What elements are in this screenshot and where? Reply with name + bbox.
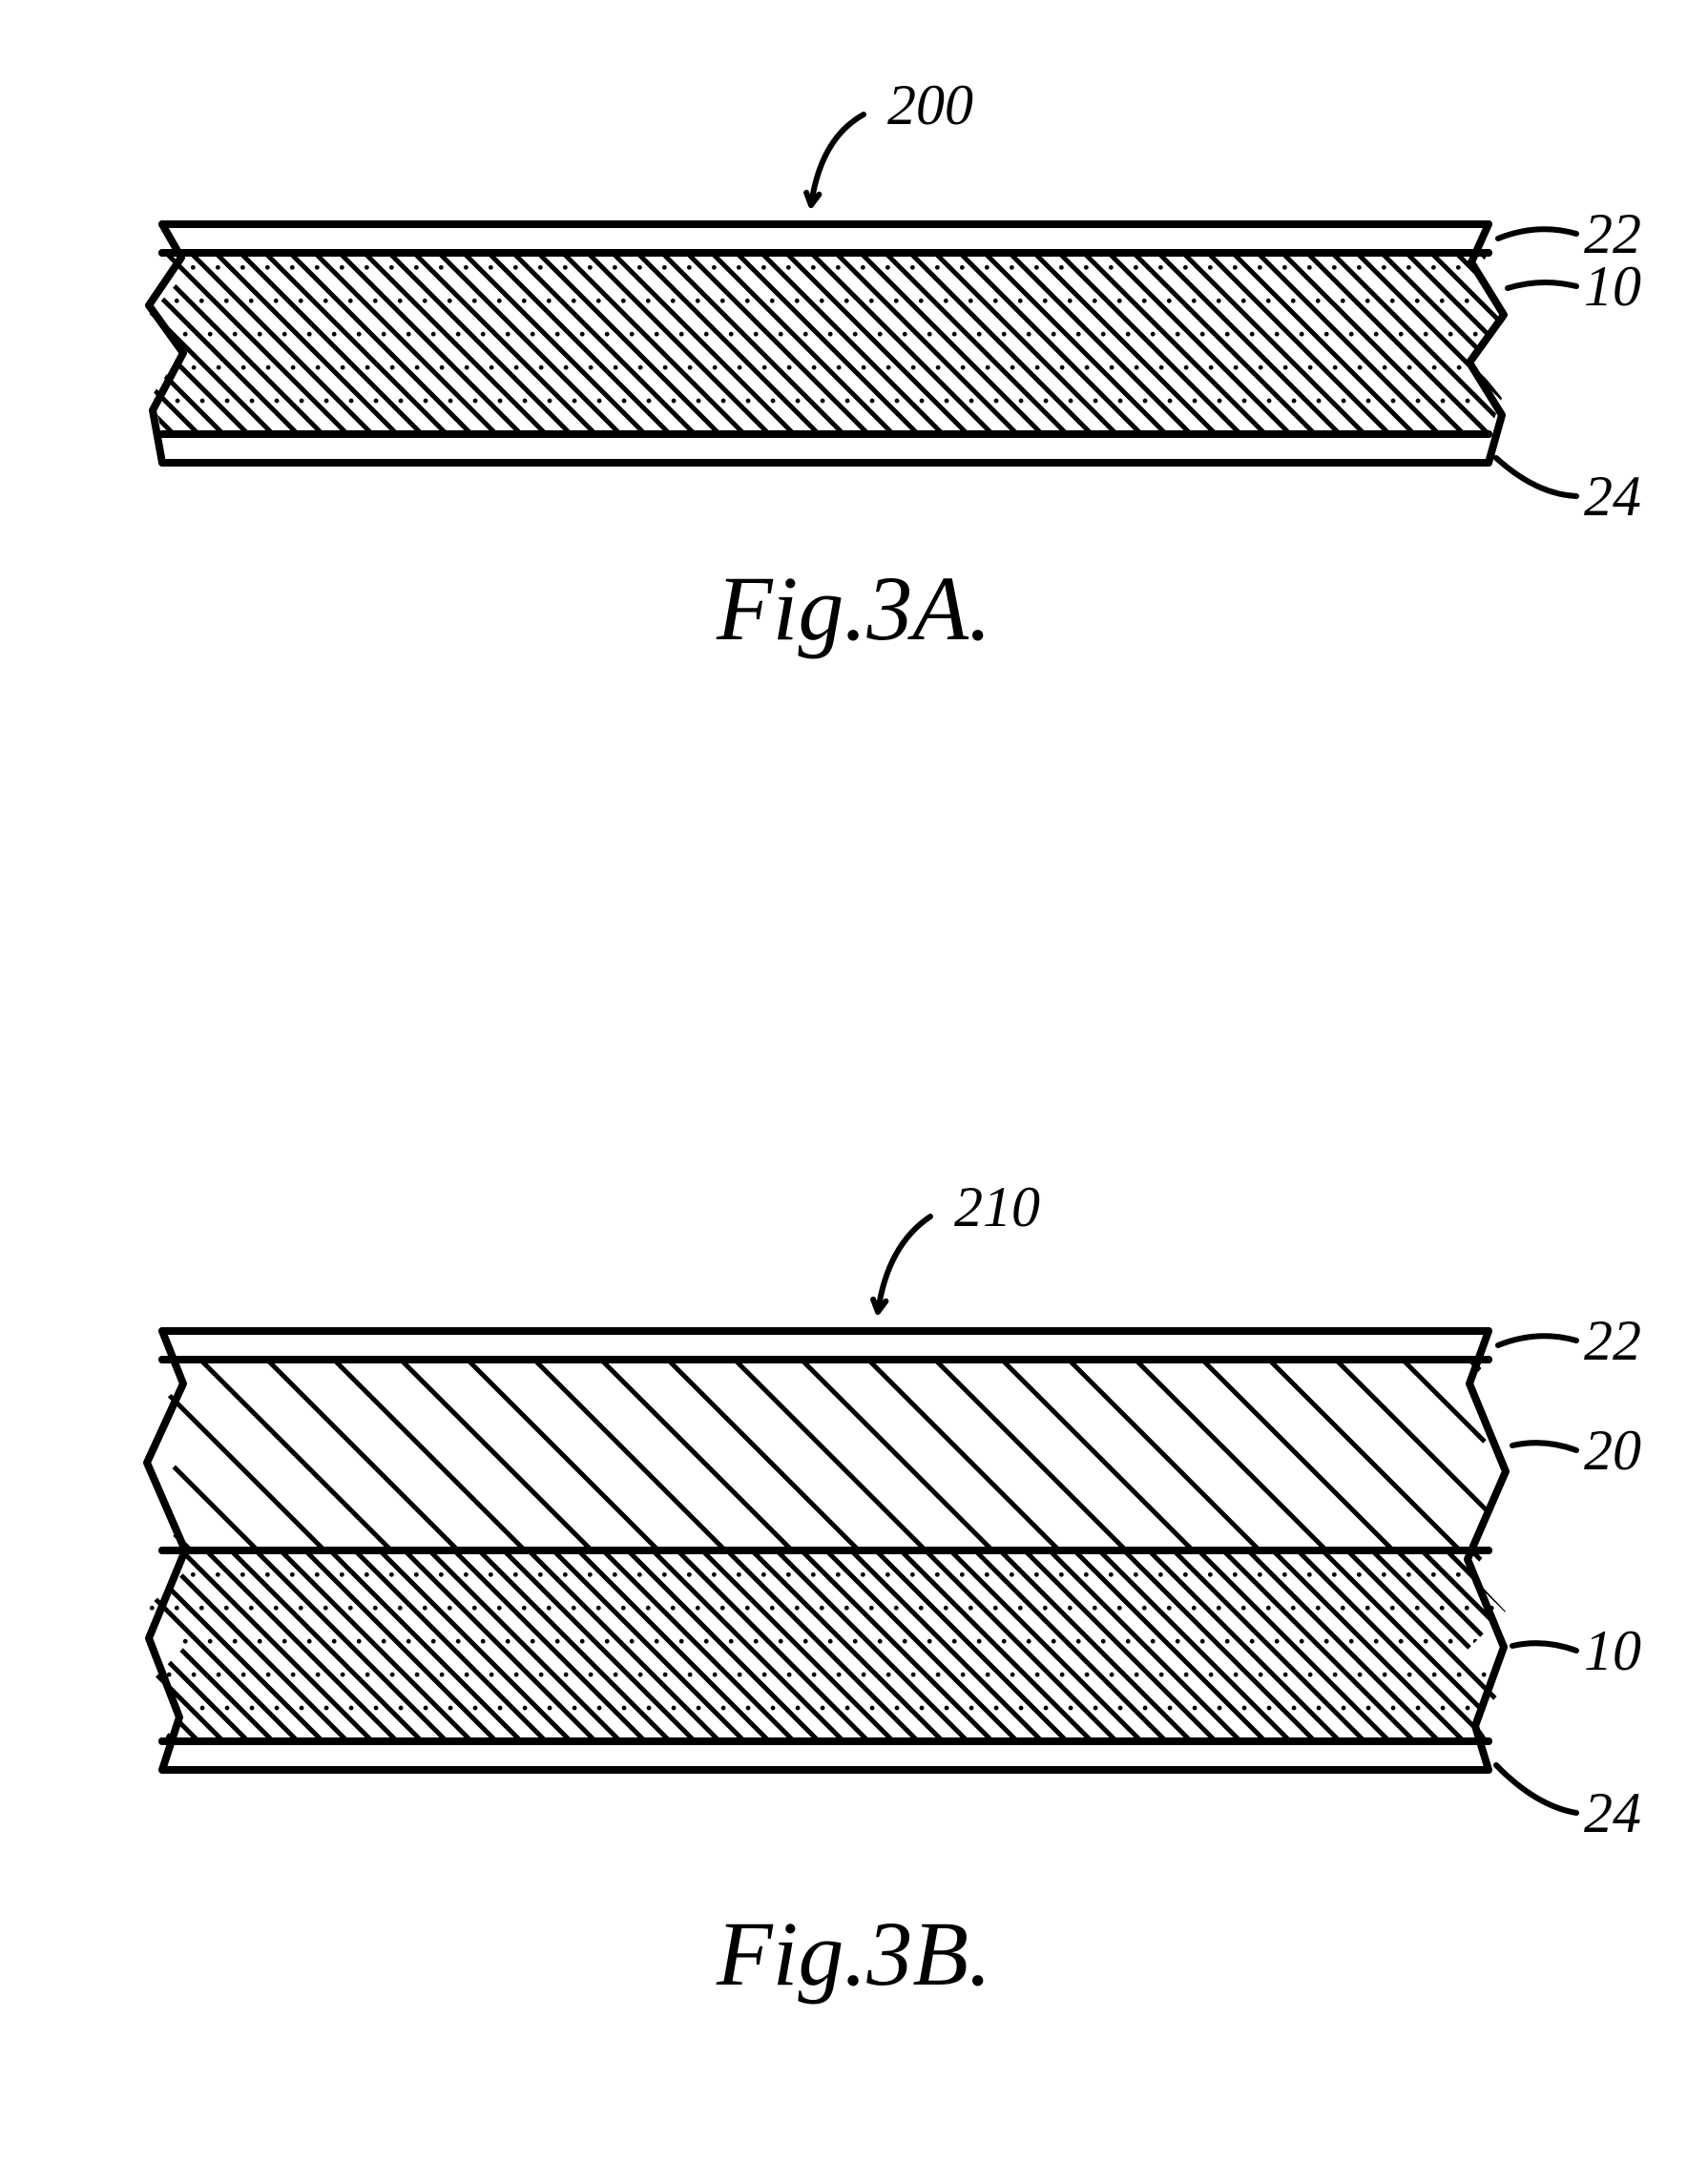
figure-caption: Fig.3A. [716,557,991,659]
ref-label: 20 [1584,1419,1641,1482]
top-layer-22 [124,224,1527,253]
assembly-arrow [878,1217,930,1312]
page: 221024200Fig.3A.22201024210Fig.3B. [0,0,1708,2163]
ref-label: 10 [1584,255,1641,318]
ref-label: 22 [1584,1309,1641,1372]
assembly-arrow [811,114,864,205]
leader-line [1512,1643,1576,1651]
ref-label: 200 [887,73,973,136]
ref-label: 24 [1584,1781,1641,1844]
layer-10 [0,1550,1708,1743]
figure-caption: Fig.3B. [716,1903,991,2005]
leader-line [1508,282,1576,288]
diagram-svg: 221024200Fig.3A.22201024210Fig.3B. [0,0,1708,2163]
leader-line [1498,1336,1576,1345]
leader-line [1512,1443,1576,1450]
bottom-layer-24 [124,434,1527,463]
leader-line [1498,229,1576,239]
leader-line [1496,1765,1576,1813]
bot-layer-24 [124,1741,1527,1770]
top-layer-22 [124,1331,1527,1360]
ref-label: 210 [954,1175,1040,1238]
ref-label: 10 [1584,1619,1641,1682]
ref-label: 24 [1584,465,1641,528]
mid-layer-10 [0,253,1701,436]
layer-20 [0,1360,1660,1550]
leader-line [1496,458,1576,496]
